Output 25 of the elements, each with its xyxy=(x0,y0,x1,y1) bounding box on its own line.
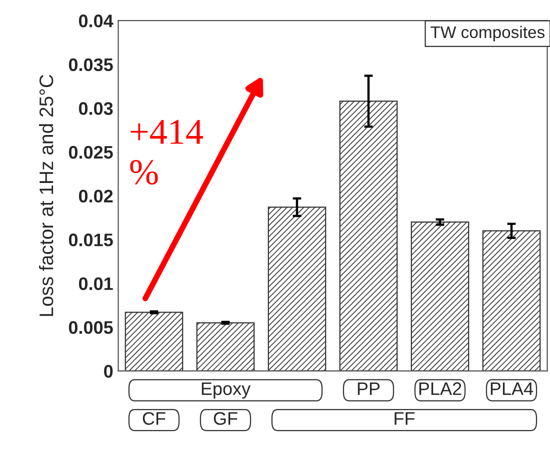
text: CF xyxy=(142,412,166,425)
y-tick-label: 0 xyxy=(104,364,113,378)
text: PLA2 xyxy=(419,382,462,395)
y-tick-label: 0.03 xyxy=(78,102,113,115)
y-tick-label: 0.015 xyxy=(68,234,113,246)
text: FF xyxy=(394,412,415,425)
bar xyxy=(339,100,398,371)
text: PLA4 xyxy=(490,382,534,395)
y-tick-label: 0.02 xyxy=(78,190,113,203)
bar xyxy=(196,322,255,371)
y-tick-label: 0.01 xyxy=(78,277,113,290)
y-tick-label: 0.025 xyxy=(68,146,113,159)
annotation: +414 % xyxy=(130,120,203,185)
y-tick-label: 0.005 xyxy=(68,321,113,334)
text: PP xyxy=(358,382,380,395)
y-tick-label: 0.04 xyxy=(78,14,114,28)
annotation: TW composites xyxy=(430,26,545,42)
text: Epoxy xyxy=(202,382,251,399)
y-axis-title: Loss factor at 1Hz and 25°C xyxy=(38,74,54,316)
bar xyxy=(482,230,541,371)
y-tick-label: 0.035 xyxy=(68,58,113,72)
bar xyxy=(410,222,470,371)
bar xyxy=(268,206,326,371)
text: GF xyxy=(214,412,238,425)
bar xyxy=(124,312,184,371)
